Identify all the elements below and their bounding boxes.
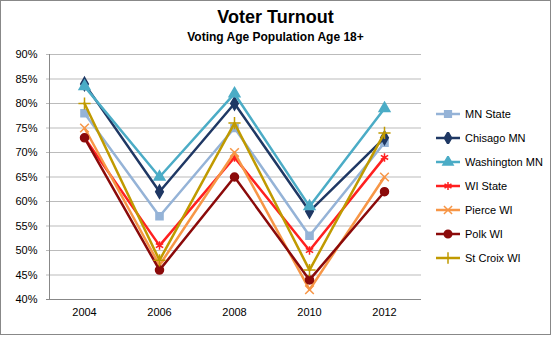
html-text:WI State: WI State — [465, 179, 508, 192]
svg-text:45%: 45% — [15, 269, 37, 281]
html-text:Pierce WI: Pierce WI — [465, 203, 513, 216]
svg-text:50%: 50% — [15, 244, 37, 256]
svg-text:2012: 2012 — [372, 306, 396, 318]
html-text:St Croix WI: St Croix WI — [465, 251, 521, 264]
svg-text:2010: 2010 — [297, 306, 321, 318]
html-text:Washington MN: Washington MN — [465, 155, 543, 168]
svg-text:90%: 90% — [15, 48, 37, 60]
svg-text:2008: 2008 — [222, 306, 246, 318]
html-text:Voting Age Population Age 18+: Voting Age Population Age 18+ — [187, 30, 364, 44]
svg-text:60%: 60% — [15, 195, 37, 207]
svg-text:80%: 80% — [15, 97, 37, 109]
svg-text:55%: 55% — [15, 220, 37, 232]
svg-text:70%: 70% — [15, 146, 37, 158]
svg-text:2004: 2004 — [72, 306, 96, 318]
svg-text:2006: 2006 — [147, 306, 171, 318]
html-text:Polk WI: Polk WI — [465, 227, 503, 240]
html-text:MN State: MN State — [465, 107, 511, 120]
svg-text:75%: 75% — [15, 122, 37, 134]
svg-text:85%: 85% — [15, 73, 37, 85]
svg-text:65%: 65% — [15, 171, 37, 183]
html-text:Chisago MN: Chisago MN — [465, 131, 526, 144]
svg-text:40%: 40% — [15, 293, 37, 305]
html-text:Voter Turnout: Voter Turnout — [217, 7, 334, 27]
